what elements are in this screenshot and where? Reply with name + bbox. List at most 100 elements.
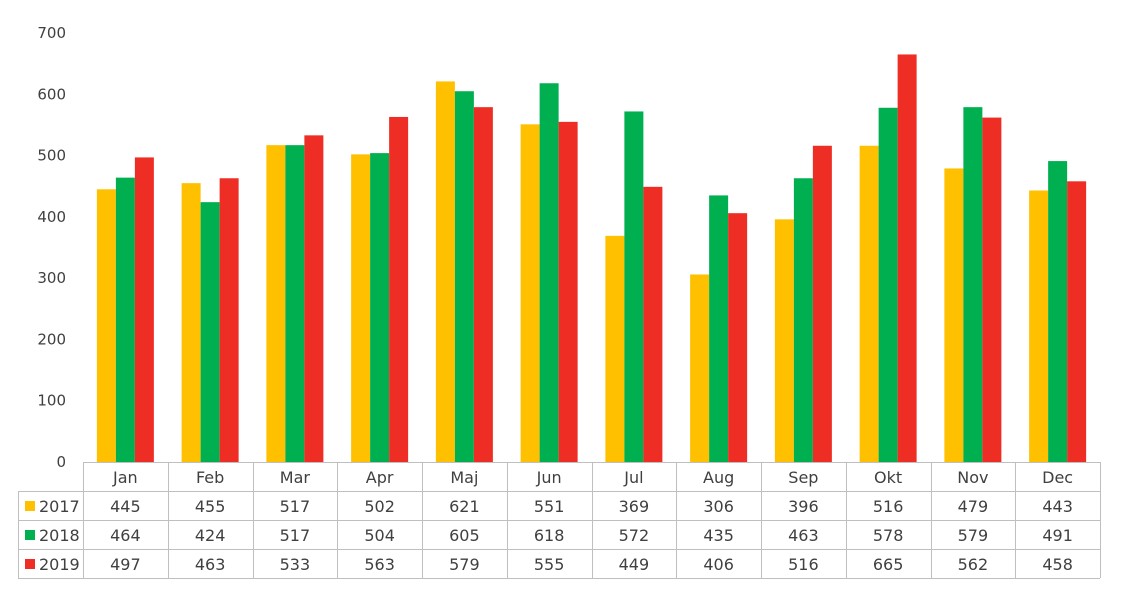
category-label: Jul	[623, 468, 643, 487]
table-cell-value: 504	[364, 526, 395, 545]
table-cell-value: 443	[1042, 497, 1073, 516]
table-cell-value: 665	[873, 555, 904, 574]
table-cell-value: 517	[280, 497, 311, 516]
bar-2018-feb	[200, 202, 220, 463]
legend-label-2017: 2017	[39, 497, 80, 516]
legend-key-2019	[25, 559, 35, 569]
bar-2018-aug	[709, 195, 729, 462]
bar-2018-jan	[115, 177, 135, 463]
y-tick-label: 600	[37, 85, 66, 103]
table-cell-value: 533	[280, 555, 311, 574]
table-cell-value: 424	[195, 526, 226, 545]
bar-2017-feb	[181, 183, 201, 462]
table-cell-value: 464	[110, 526, 141, 545]
bar-2018-jun	[539, 83, 559, 463]
bar-2018-okt	[878, 107, 898, 463]
table-cell-value: 572	[619, 526, 650, 545]
table-cell-value: 369	[619, 497, 650, 516]
table-cell-value: 497	[110, 555, 141, 574]
bar-2018-maj	[454, 91, 474, 462]
table-cell-value: 516	[873, 497, 904, 516]
table-cell-value: 396	[788, 497, 819, 516]
bar-2019-jun	[558, 121, 578, 462]
table-cell-value: 449	[619, 555, 650, 574]
y-tick-label: 500	[37, 147, 66, 165]
legend-label-2019: 2019	[39, 555, 80, 574]
bar-2017-dec	[1029, 190, 1049, 463]
y-axis: 0 100 200 300 400 500 600 700	[37, 24, 66, 471]
bar-2019-okt	[897, 54, 917, 462]
bar-2019-jan	[134, 157, 154, 462]
y-tick-label: 300	[37, 269, 66, 287]
table-cell-value: 579	[449, 555, 480, 574]
category-label: Jan	[112, 468, 138, 487]
bar-2017-nov	[944, 168, 964, 463]
category-label: Dec	[1042, 468, 1073, 487]
bar-2017-okt	[859, 145, 879, 462]
table-cell-value: 578	[873, 526, 904, 545]
category-label: Aug	[703, 468, 734, 487]
bar-2017-jul	[605, 235, 625, 462]
table-cell-value: 605	[449, 526, 480, 545]
category-label: Nov	[957, 468, 988, 487]
table-cell-value: 517	[280, 526, 311, 545]
table-cell-value: 621	[449, 497, 480, 516]
table-cell-value: 516	[788, 555, 819, 574]
category-label: Apr	[366, 468, 394, 487]
table-cell-value: 463	[195, 555, 226, 574]
y-tick-label: 700	[37, 24, 66, 42]
bar-2017-jan	[96, 189, 116, 462]
category-label: Jun	[536, 468, 562, 487]
table-cell-value: 555	[534, 555, 565, 574]
bar-2017-maj	[435, 81, 455, 462]
legend-label-2018: 2018	[39, 526, 80, 545]
table-cell-value: 551	[534, 497, 565, 516]
table-cell-value: 491	[1042, 526, 1073, 545]
bar-2018-dec	[1048, 161, 1068, 462]
bar-2018-nov	[963, 107, 983, 463]
category-label: Maj	[450, 468, 478, 487]
y-tick-label: 0	[56, 453, 66, 471]
category-label: Okt	[874, 468, 902, 487]
bars	[96, 54, 1087, 463]
legend-key-2018	[25, 530, 35, 540]
table-cell-value: 455	[195, 497, 226, 516]
bar-2019-apr	[389, 116, 409, 462]
bar-2019-aug	[728, 213, 748, 462]
table-cell-value: 458	[1042, 555, 1073, 574]
bar-2019-jul	[643, 186, 663, 462]
bar-2019-mar	[304, 135, 324, 462]
table-cell-value: 435	[703, 526, 734, 545]
bar-2019-nov	[982, 117, 1002, 463]
bar-2017-aug	[690, 274, 710, 462]
table-cell-value: 618	[534, 526, 565, 545]
table-cell-value: 463	[788, 526, 819, 545]
bar-2018-sep	[793, 178, 813, 463]
bar-2018-jul	[624, 111, 644, 463]
bar-2019-feb	[219, 178, 239, 463]
category-label: Feb	[196, 468, 224, 487]
bar-2019-dec	[1067, 181, 1087, 462]
bar-2017-jun	[520, 124, 540, 463]
bar-2019-maj	[473, 107, 493, 463]
bar-2018-mar	[285, 145, 305, 462]
table-cell-value: 579	[958, 526, 989, 545]
bar-2018-apr	[370, 153, 390, 462]
y-tick-label: 400	[37, 208, 66, 226]
bar-2017-mar	[266, 145, 286, 462]
table-cell-value: 479	[958, 497, 989, 516]
y-tick-label: 200	[37, 330, 66, 348]
table-cell-value: 563	[364, 555, 395, 574]
table-cell-value: 445	[110, 497, 141, 516]
bar-2017-sep	[774, 219, 794, 462]
table-cell-value: 306	[703, 497, 734, 516]
y-tick-label: 100	[37, 392, 66, 410]
table-cell-value: 502	[364, 497, 395, 516]
category-label: Sep	[788, 468, 818, 487]
bar-2019-sep	[812, 145, 832, 462]
data-table: Jan Feb Mar Apr Maj Jun Jul Aug Sep Okt Nov Dec 2017…	[18, 462, 1101, 579]
legend-key-2017	[25, 501, 35, 511]
table-cell-value: 406	[703, 555, 734, 574]
category-label: Mar	[280, 468, 311, 487]
